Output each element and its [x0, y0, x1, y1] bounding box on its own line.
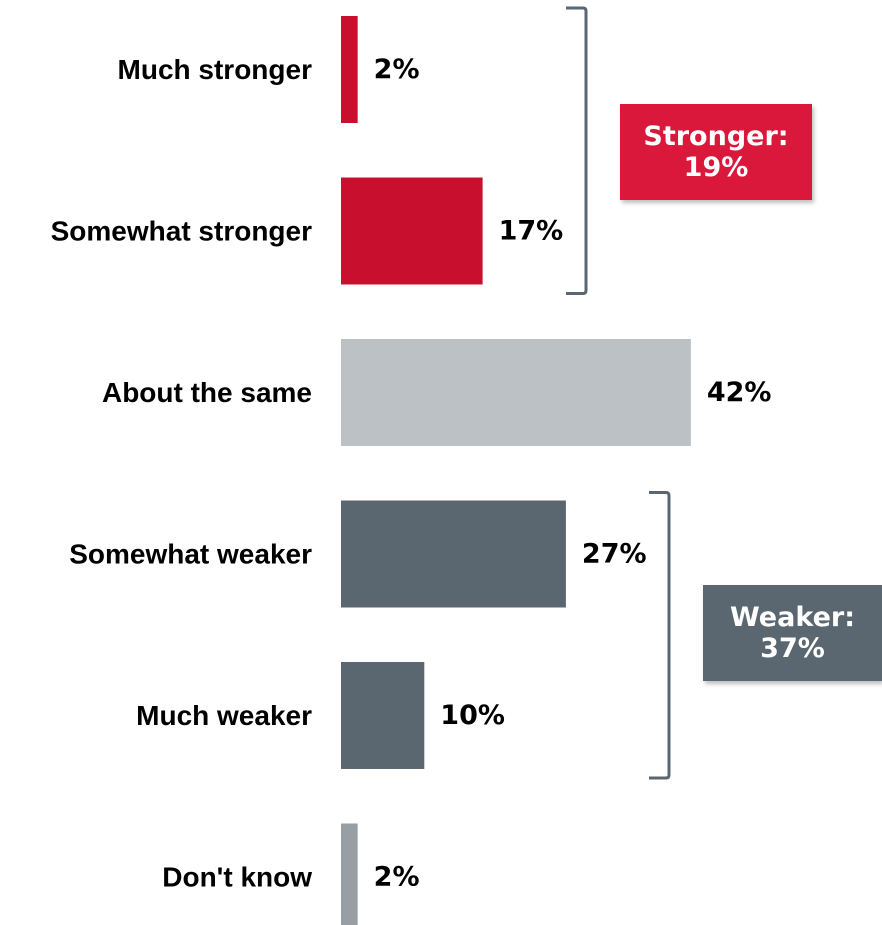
value-label-don-t-know: 2%	[374, 862, 420, 893]
value-label-much-weaker: 10%	[440, 700, 505, 731]
stronger-summary-value: 19%	[683, 152, 749, 183]
weaker-summary-value: 37%	[760, 633, 825, 664]
bar-much-weaker	[341, 662, 425, 769]
bar-don-t-know	[341, 823, 358, 925]
value-label-somewhat-weaker: 27%	[582, 539, 647, 570]
category-label-about-the-same: About the same	[102, 377, 312, 408]
bracket-weaker	[649, 491, 671, 780]
value-labels: 2% 17% 42% 27% 10% 2%	[374, 54, 772, 893]
category-label-much-stronger: Much stronger	[118, 54, 313, 85]
bars	[341, 16, 691, 925]
bar-somewhat-weaker	[341, 500, 566, 608]
group-brackets	[566, 6, 671, 780]
bar-somewhat-stronger	[341, 177, 483, 285]
value-label-much-stronger: 2%	[374, 54, 420, 85]
value-label-somewhat-stronger: 17%	[499, 216, 564, 247]
bracket-stronger	[566, 6, 588, 295]
stronger-summary-label: Stronger:	[643, 121, 789, 152]
category-label-somewhat-stronger: Somewhat stronger	[51, 216, 312, 247]
category-label-much-weaker: Much weaker	[136, 700, 312, 731]
weaker-summary-box: Weaker: 37%	[703, 585, 882, 681]
bar-about-the-same	[341, 339, 691, 446]
category-label-don-t-know: Don't know	[162, 862, 312, 893]
value-label-about-the-same: 42%	[707, 377, 772, 408]
bar-much-stronger	[341, 16, 358, 123]
category-label-somewhat-weaker: Somewhat weaker	[69, 539, 312, 570]
weaker-summary-label: Weaker:	[729, 602, 855, 633]
stronger-summary-box: Stronger: 19%	[620, 104, 812, 200]
category-labels: Much stronger Somewhat stronger About the …	[51, 54, 313, 893]
